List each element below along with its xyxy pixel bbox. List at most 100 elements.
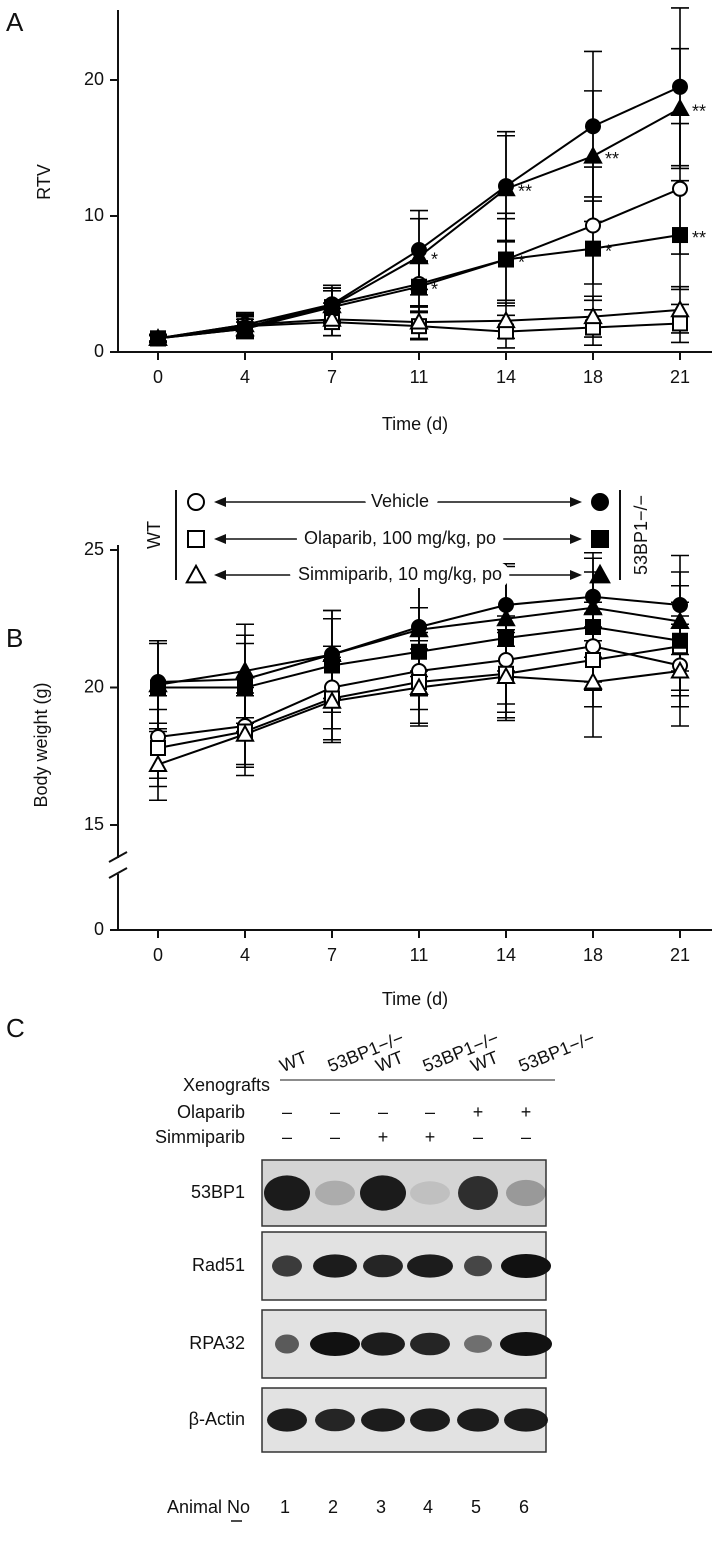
legend-group: WT [144,521,164,549]
marker [585,619,601,635]
x-tick-label: 7 [327,945,337,965]
x-tick-label: 11 [410,367,429,387]
band [264,1175,310,1211]
marker [235,660,255,679]
marker [670,660,690,679]
marker [148,328,168,346]
marker [670,98,690,116]
band [410,1181,450,1205]
marker [187,530,205,548]
marker [498,630,514,646]
marker [496,310,516,329]
band [464,1335,492,1353]
arrowhead [214,497,226,507]
y-axis-label: Body weight (g) [31,682,51,807]
blot-footer: Animal No [167,1497,250,1517]
band [410,1332,450,1356]
x-tick-label: 14 [496,367,516,387]
significance: * [431,250,438,270]
arrowhead [570,570,582,580]
marker [409,619,429,638]
legend-label: Olaparib, 100 mg/kg, po [304,528,496,548]
marker [585,217,601,234]
marker [322,644,342,662]
arrowhead [214,570,226,580]
band [500,1332,552,1356]
marker [672,78,688,95]
x-tick-label: 4 [240,945,250,965]
band [361,1332,405,1356]
treatment-sign: – [378,1102,388,1122]
marker [496,178,516,197]
treatment-sign: + [425,1127,436,1147]
y-tick-label: 0 [94,919,104,939]
axis-break [108,867,128,879]
band [501,1254,551,1278]
x-tick-label: 0 [153,367,163,387]
animal-number: 3 [376,1497,386,1517]
marker [235,724,255,742]
marker [235,318,255,337]
sample-label: WT [277,1047,310,1076]
marker [148,754,168,772]
x-tick-label: 0 [153,945,163,965]
marker [672,227,688,244]
marker [672,597,688,613]
x-tick-label: 18 [583,367,603,387]
y-tick-label: 20 [84,676,104,696]
y-tick-label: 25 [84,539,104,559]
band [407,1254,453,1278]
y-tick-label: 0 [94,341,104,361]
marker [498,251,514,268]
significance: ** [692,228,706,248]
protein-label: β-Actin [189,1409,245,1429]
marker [187,493,205,511]
blot-header: Xenografts [183,1075,270,1095]
marker [591,530,609,548]
treatment-name: Olaparib [177,1102,245,1122]
band [313,1254,357,1278]
marker [583,597,603,616]
marker [148,674,168,693]
band [457,1408,499,1432]
marker [498,652,514,668]
x-axis-label: Time (d) [382,414,448,434]
x-tick-label: 21 [670,367,690,387]
animal-number: 2 [328,1497,338,1517]
blot-box [261,1231,547,1301]
marker [585,638,601,655]
band [464,1255,492,1277]
arrowhead [214,534,226,544]
significance: ** [605,149,619,169]
treatment-sign: + [473,1102,484,1122]
treatment-name: Simmiparib [155,1127,245,1147]
panel-label: B [6,623,23,653]
band [458,1176,498,1210]
marker [583,146,603,164]
band [506,1179,546,1207]
treatment-sign: – [330,1102,340,1122]
marker [583,671,603,690]
legend-label: Vehicle [371,491,429,511]
marker [585,652,601,668]
marker [411,643,427,660]
marker [409,311,429,330]
marker [591,493,609,511]
arrowhead [570,534,582,544]
marker [672,632,688,649]
band [410,1408,450,1432]
marker [150,740,166,756]
animal-number: 4 [423,1497,433,1517]
y-tick-label: 20 [84,69,104,89]
marker [583,306,603,325]
x-tick-label: 14 [496,945,516,965]
x-axis-label: Time (d) [382,989,448,1009]
animal-number: 5 [471,1497,481,1517]
treatment-sign: + [378,1127,389,1147]
treatment-sign: + [521,1102,532,1122]
treatment-sign: – [282,1102,292,1122]
animal-number: 6 [519,1497,529,1517]
band [315,1180,355,1206]
band [361,1408,405,1432]
